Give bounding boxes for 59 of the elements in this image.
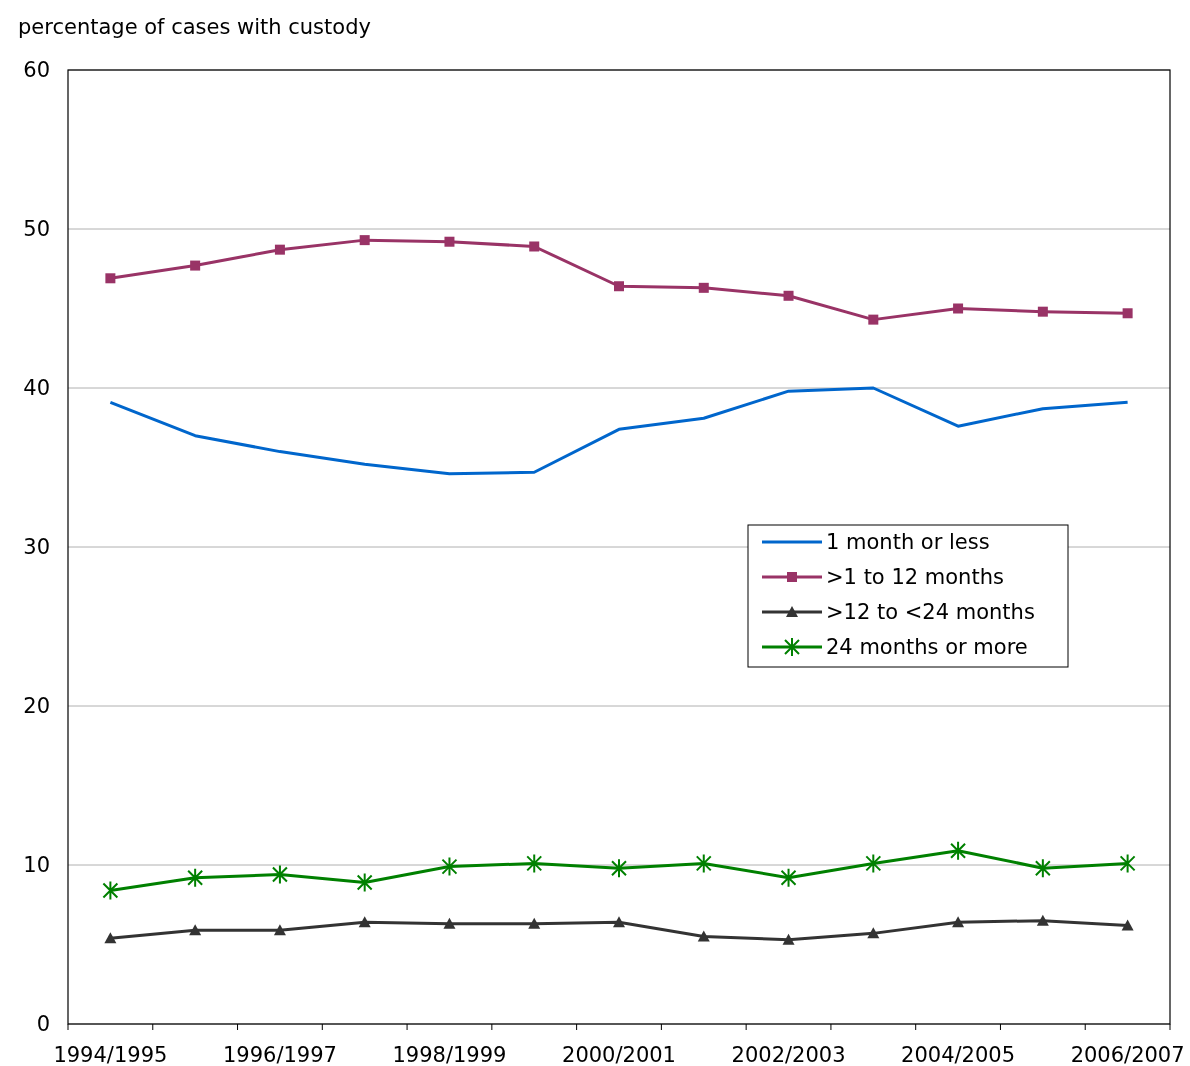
legend-label: 24 months or more xyxy=(826,635,1028,659)
y-tick-label: 60 xyxy=(23,58,50,82)
point xyxy=(526,853,543,874)
point xyxy=(782,933,795,945)
y-axis-title: percentage of cases with custody xyxy=(18,15,371,39)
point xyxy=(105,273,116,284)
point xyxy=(952,916,965,928)
point xyxy=(953,303,964,314)
x-tick-label: 2000/2001 xyxy=(562,1043,676,1066)
point xyxy=(1036,914,1049,926)
y-tick-label: 50 xyxy=(23,217,50,241)
point xyxy=(695,853,712,874)
point xyxy=(273,924,286,936)
point xyxy=(359,235,370,246)
point xyxy=(104,932,117,944)
x-tick-label: 2002/2003 xyxy=(731,1043,846,1066)
point xyxy=(867,927,880,939)
point xyxy=(529,241,540,252)
point xyxy=(950,840,967,861)
y-tick-label: 10 xyxy=(23,853,50,877)
point xyxy=(783,290,794,301)
x-tick-label: 1996/1997 xyxy=(222,1043,337,1066)
point xyxy=(1119,853,1136,874)
y-tick-label: 40 xyxy=(23,376,50,400)
point xyxy=(190,260,201,271)
point xyxy=(614,281,624,292)
point xyxy=(441,856,458,877)
point xyxy=(780,867,797,888)
x-tick-label: 2004/2005 xyxy=(901,1043,1016,1066)
point xyxy=(356,872,373,893)
point xyxy=(528,917,541,929)
point xyxy=(697,930,710,942)
point xyxy=(444,236,455,247)
y-tick-label: 20 xyxy=(23,694,50,718)
y-tick-label: 30 xyxy=(23,535,50,559)
legend-label: >12 to <24 months xyxy=(826,600,1035,624)
point xyxy=(1034,858,1051,879)
point xyxy=(271,864,288,885)
line-series xyxy=(108,386,1130,476)
point xyxy=(102,880,119,901)
point xyxy=(189,924,202,936)
point xyxy=(274,244,285,255)
x-tick-label: 2006/2007 xyxy=(1070,1043,1185,1066)
legend-label: 1 month or less xyxy=(826,530,990,554)
point xyxy=(443,917,456,929)
point xyxy=(1121,919,1134,931)
point xyxy=(611,858,627,879)
x-tick-label: 1998/1999 xyxy=(392,1043,507,1066)
point xyxy=(613,916,625,928)
point xyxy=(865,853,882,874)
y-tick-label: 0 xyxy=(36,1012,50,1036)
point xyxy=(868,314,879,325)
legend-label: >1 to 12 months xyxy=(826,565,1004,589)
point xyxy=(698,282,709,293)
point xyxy=(187,867,204,888)
point xyxy=(1122,308,1133,319)
x-tick-label: 1994/1995 xyxy=(53,1043,168,1066)
point xyxy=(1037,306,1048,317)
point xyxy=(358,916,371,928)
